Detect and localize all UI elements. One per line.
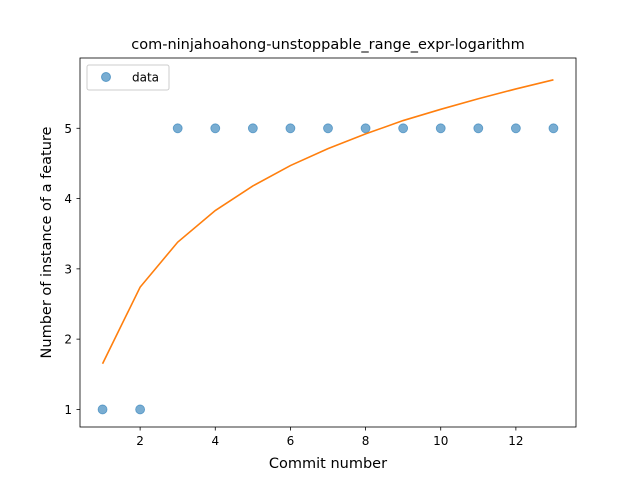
data-point [247,123,258,134]
data-point [172,123,183,134]
x-tick-label: 4 [211,434,219,448]
plot-frame [79,57,577,428]
data-point [398,123,409,134]
data-point [435,123,446,134]
y-tick-label: 3 [64,262,72,276]
plot-area [97,79,559,415]
chart-title: com-ninjahoahong-unstoppable_range_expr-… [131,37,524,53]
data-point [135,404,146,415]
x-axis-label: Commit number [269,456,387,472]
data-point [323,123,333,134]
legend-label-data: data [132,71,159,85]
legend: data [86,64,170,91]
x-tick-label: 6 [287,434,295,448]
fit-line [101,79,554,365]
data-point [97,404,108,415]
data-point [548,123,559,134]
legend-box [86,64,170,91]
x-tick-label: 2 [136,434,144,448]
x-tick-label: 8 [362,434,370,448]
legend-marker-data [101,72,111,82]
data-point [210,123,221,134]
data-point [285,123,296,134]
data-point [510,123,521,134]
x-tick-label: 12 [508,434,523,448]
y-tick-label: 1 [64,403,72,417]
y-tick-label: 4 [64,192,72,206]
x-tick-label: 10 [433,434,448,448]
data-point [473,123,484,134]
data-point [360,123,371,134]
y-tick-label: 5 [64,122,72,136]
y-axis-label: Number of instance of a feature [39,126,55,358]
y-tick-label: 2 [64,333,72,347]
